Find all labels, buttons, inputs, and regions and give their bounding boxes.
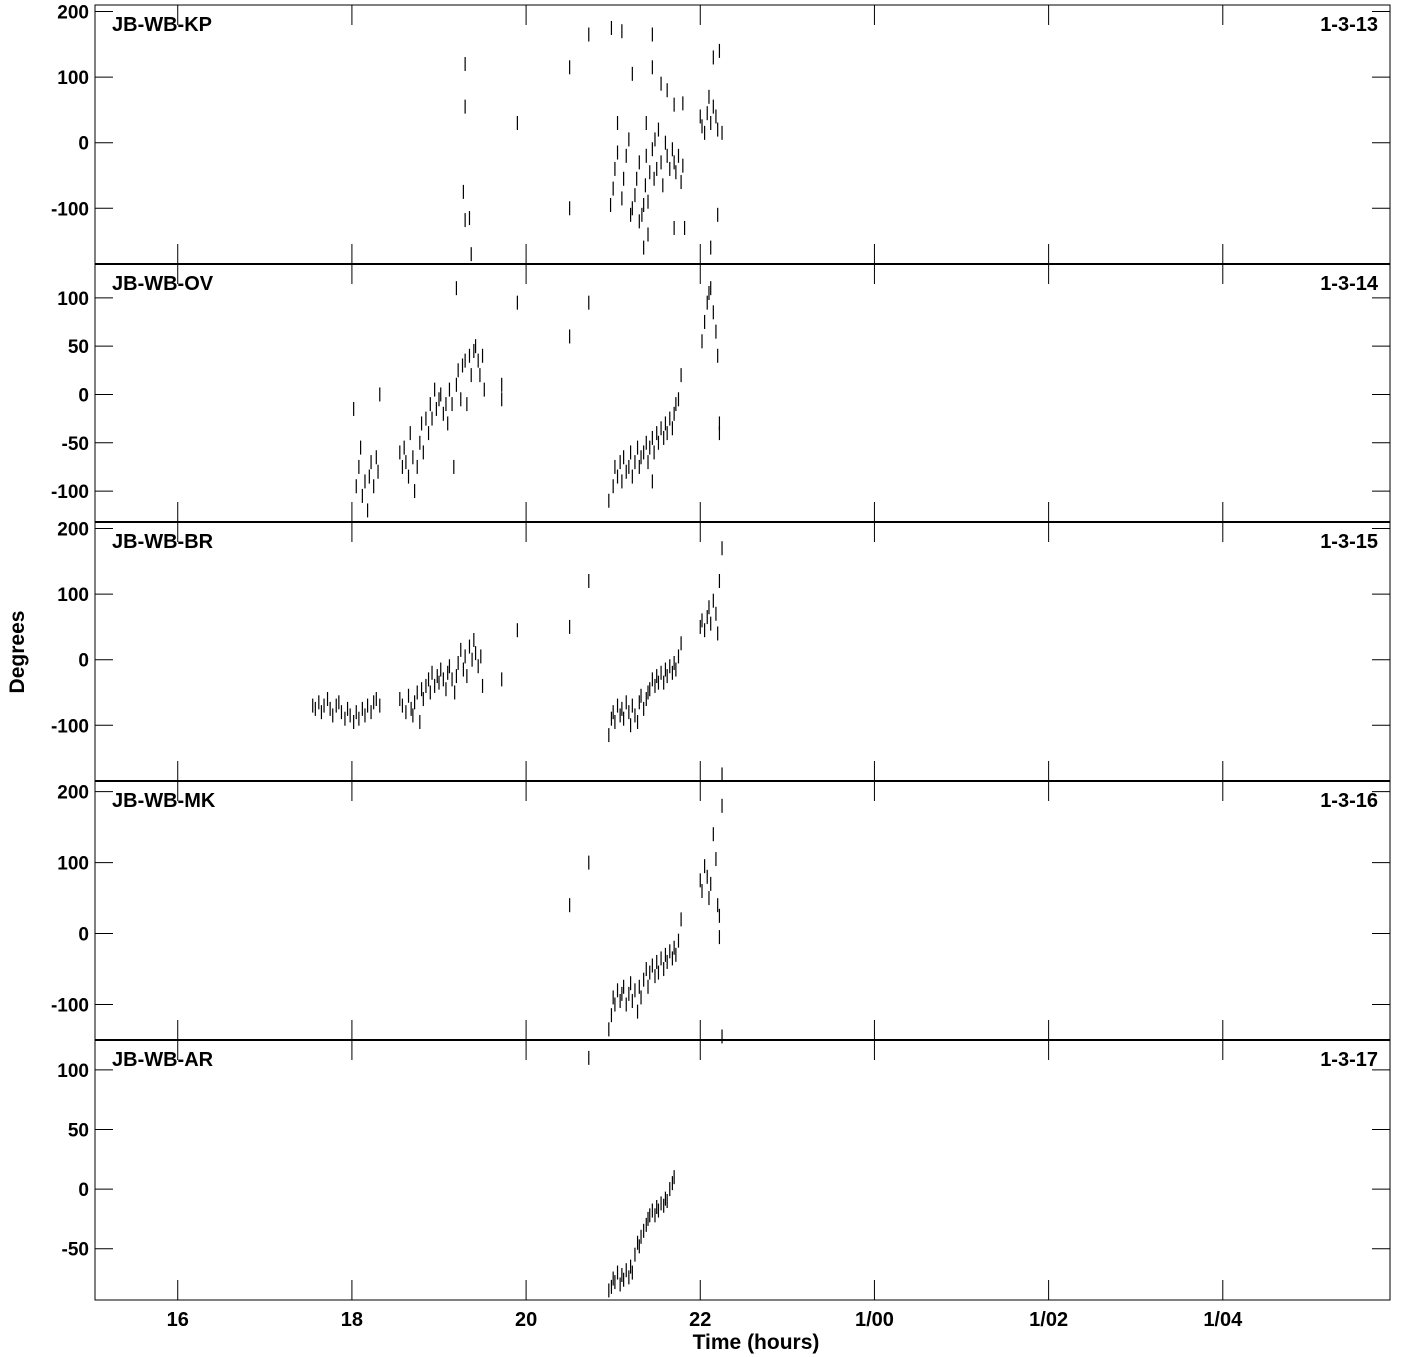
panel-frame: [94, 780, 1391, 1041]
y-tick-label: -50: [62, 434, 89, 455]
plot-code-label: 1-3-15: [1320, 531, 1378, 553]
y-tick-label: -100: [51, 199, 89, 220]
panel-jb-wb-kp: 200 100 0 -100 JB-WB-KP 1-3-13: [51, 3, 1391, 265]
y-tick-label: 100: [57, 68, 89, 89]
x-tick-label: 1/02: [1029, 1309, 1068, 1331]
x-tick-label: 1/00: [855, 1309, 894, 1331]
baseline-label: JB-WB-OV: [112, 273, 214, 295]
baseline-label: JB-WB-BR: [112, 531, 214, 553]
y-tick-label: -100: [51, 996, 89, 1017]
panel-jb-wb-br: 200 100 0 -100 JB-WB-BR 1-3-15: [51, 520, 1391, 782]
panel-frame: [94, 263, 1391, 523]
plot-code-label: 1-3-13: [1320, 14, 1378, 36]
y-tick-label: 0: [78, 385, 89, 406]
y-tick-label: 200: [57, 783, 89, 804]
x-tick-label: 16: [167, 1309, 189, 1331]
panel-frame: [94, 1039, 1391, 1301]
x-tick-label: 1/04: [1203, 1309, 1243, 1331]
panel-frame: [94, 521, 1391, 782]
panel-jb-wb-mk: 200 100 0 -100 JB-WB-MK 1-3-16: [51, 780, 1391, 1044]
y-tick-label: -100: [51, 716, 89, 737]
y-tick-label: 100: [57, 585, 89, 606]
y-tick-label: 50: [68, 337, 89, 358]
y-tick-label: -100: [51, 482, 89, 503]
panel-jb-wb-ar: 100 50 0 -50 JB-WB-AR 1-3-17: [57, 1039, 1391, 1301]
plot-code-label: 1-3-16: [1320, 790, 1378, 812]
plot-code-label: 1-3-14: [1320, 273, 1379, 295]
x-tick-label: 22: [689, 1309, 711, 1331]
y-tick-label: 200: [57, 3, 89, 24]
y-tick-label: -50: [62, 1240, 89, 1261]
y-tick-label: 0: [78, 925, 89, 946]
baseline-label: JB-WB-MK: [112, 790, 216, 812]
y-tick-label: 100: [57, 854, 89, 875]
y-tick-label: 0: [78, 134, 89, 155]
x-tick-label: 18: [341, 1309, 363, 1331]
y-axis-title: Degrees: [6, 611, 29, 694]
x-tick-label: 20: [515, 1309, 537, 1331]
y-tick-label: 0: [78, 651, 89, 672]
baseline-label: JB-WB-AR: [112, 1049, 214, 1071]
y-tick-label: 100: [57, 1061, 89, 1082]
y-tick-label: 200: [57, 520, 89, 541]
panel-jb-wb-ov: 100 50 0 -50 -100 JB-WB-OV 1-3-14: [51, 263, 1391, 523]
panel-frame: [94, 4, 1391, 265]
y-tick-label: 0: [78, 1180, 89, 1201]
plot-code-label: 1-3-17: [1320, 1049, 1378, 1071]
baseline-label: JB-WB-KP: [112, 14, 212, 36]
y-tick-label: 100: [57, 289, 89, 310]
y-tick-label: 50: [68, 1120, 89, 1141]
x-axis-title: Time (hours): [693, 1331, 820, 1354]
